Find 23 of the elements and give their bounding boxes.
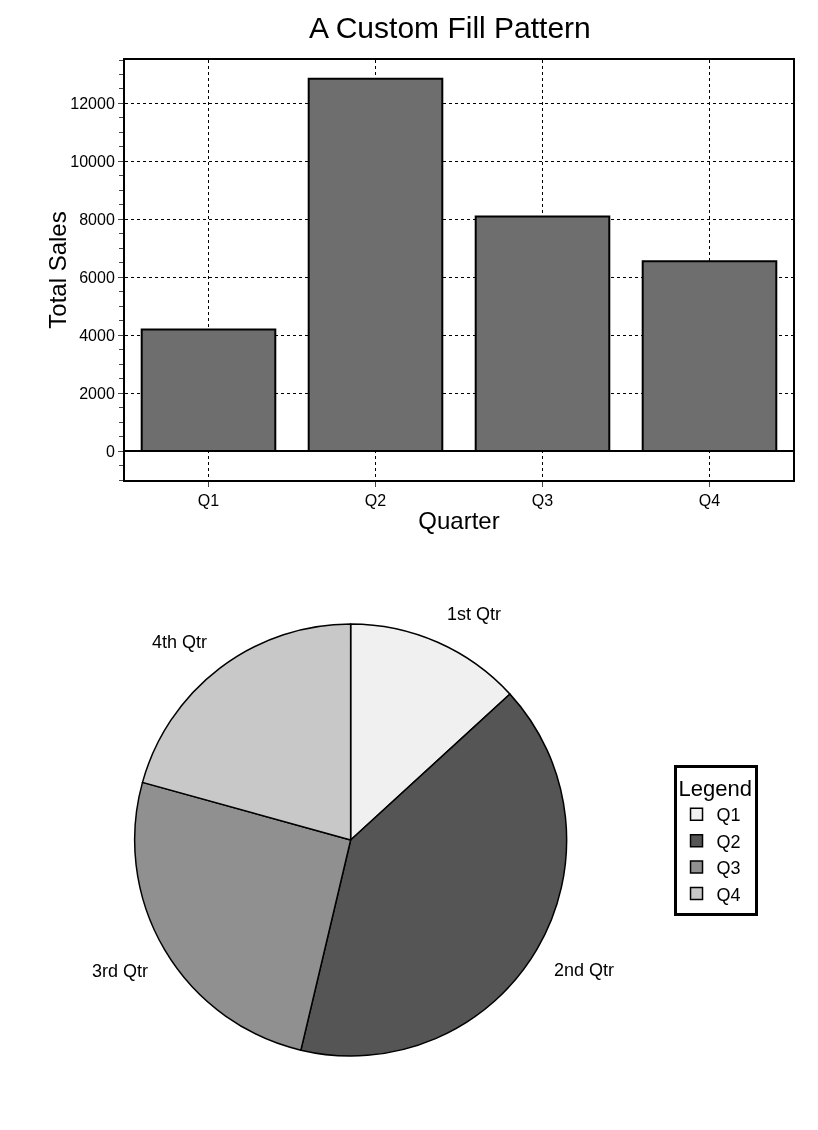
y-tick-label: 6000: [79, 268, 115, 286]
x-tick-label: Q3: [531, 492, 554, 510]
y-tick-label: 0: [105, 442, 115, 460]
y-tick-label: 2000: [79, 384, 115, 402]
legend-label: Q2: [716, 831, 741, 852]
y-tick-label: 12000: [70, 95, 115, 113]
y-tick-label: 8000: [79, 210, 115, 228]
y-tick-label: 10000: [70, 152, 115, 170]
legend-title: Legend: [678, 776, 752, 802]
x-tick-label: Q2: [364, 492, 387, 510]
x-tick-label: Q4: [698, 492, 721, 510]
y-axis-title: Total Sales: [44, 211, 71, 329]
x-tick-label: Q1: [197, 492, 220, 510]
text: 1st Qtr: [447, 604, 502, 624]
legend-label: Q3: [716, 858, 741, 879]
legend-label: Q1: [716, 805, 741, 826]
x-axis-title: Quarter: [418, 507, 500, 534]
text: 2nd Qtr: [554, 960, 615, 980]
legend-label: Q4: [716, 884, 741, 905]
chart-title: A Custom Fill Pattern: [309, 10, 591, 44]
text: 3rd Qtr: [92, 961, 149, 981]
y-tick-label: 4000: [79, 326, 115, 344]
text: 4th Qtr: [152, 632, 208, 652]
